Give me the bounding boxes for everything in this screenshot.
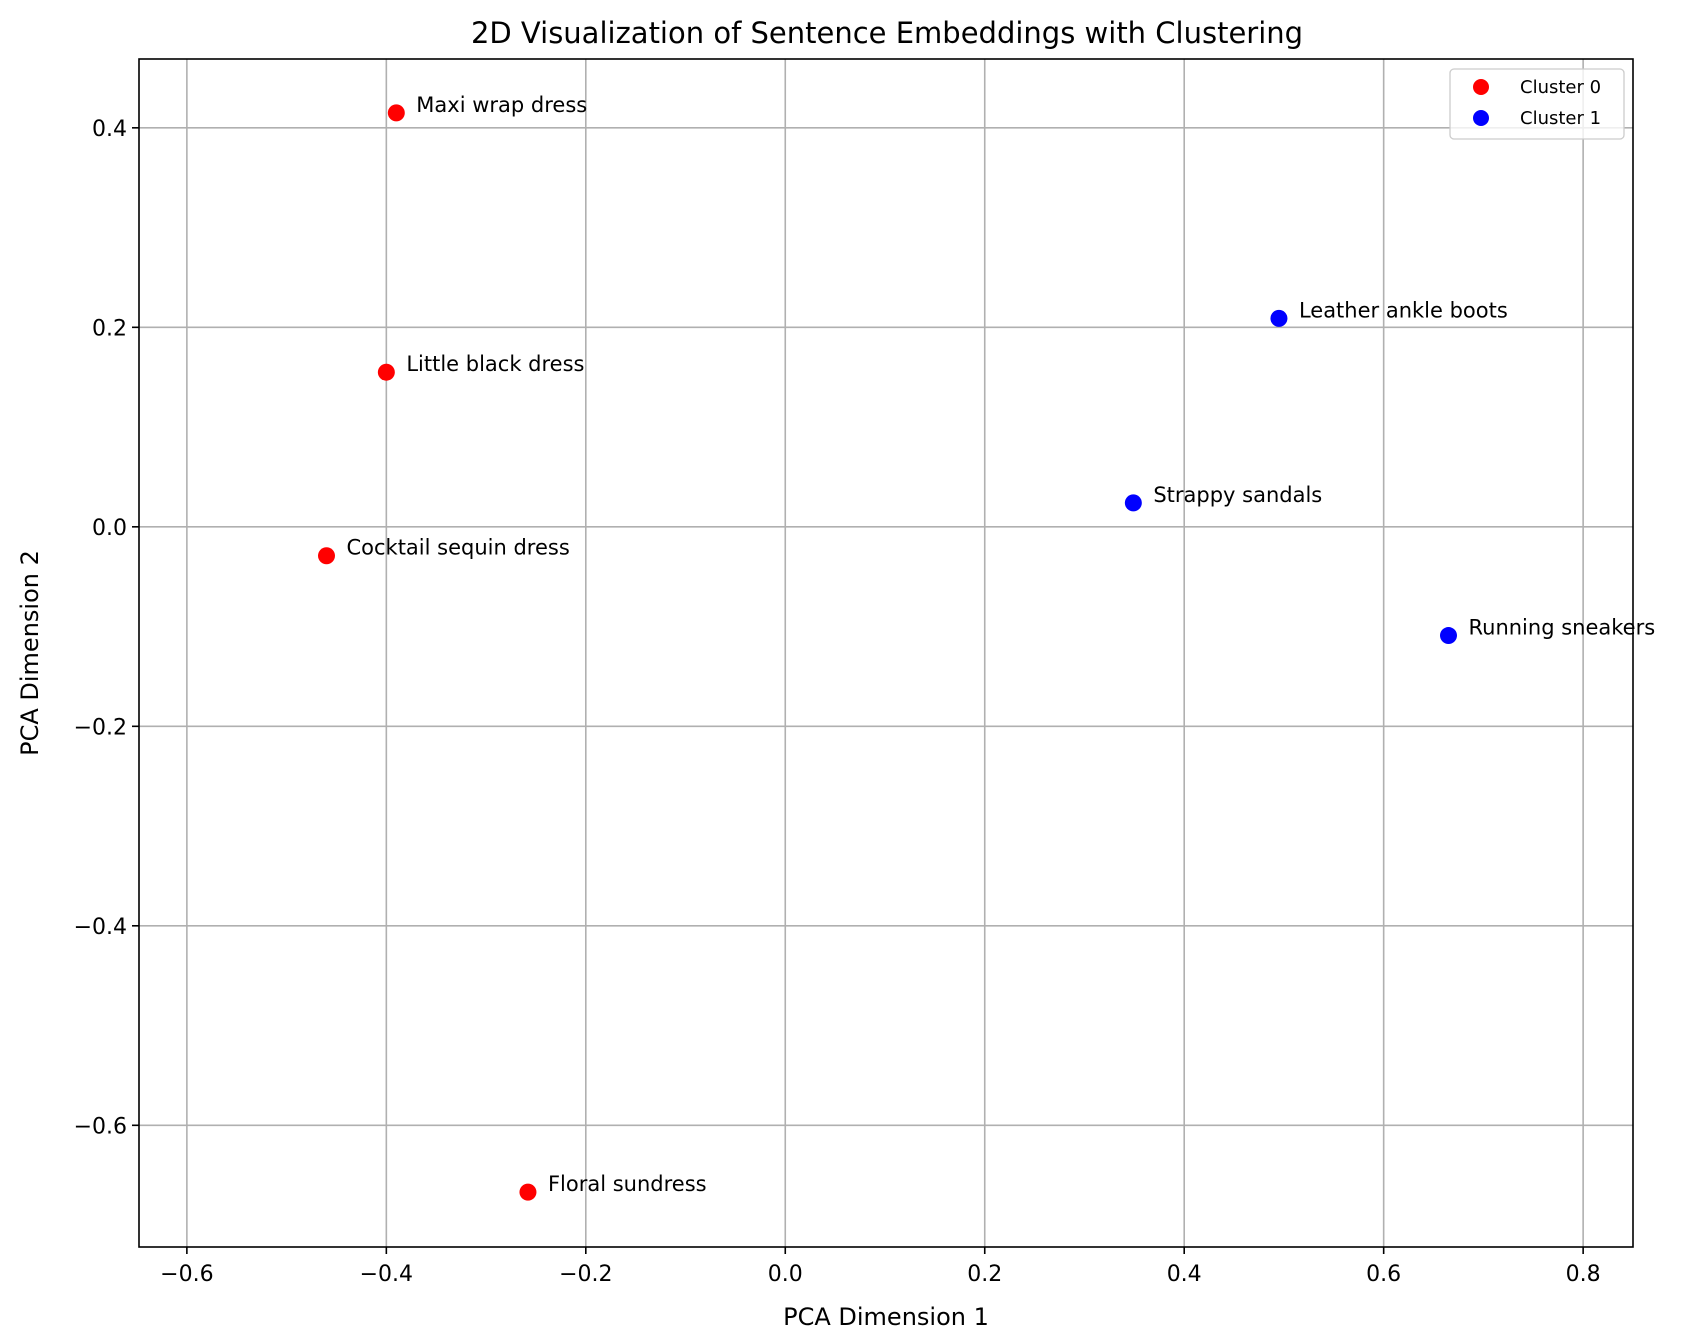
data-point xyxy=(519,1183,537,1201)
data-point xyxy=(377,363,395,381)
chart-title: 2D Visualization of Sentence Embeddings … xyxy=(471,16,1303,50)
point-label: Strappy sandals xyxy=(1153,483,1322,507)
x-tick-label: −0.4 xyxy=(360,1262,413,1287)
data-point xyxy=(1439,627,1457,645)
x-tick-label: −0.6 xyxy=(160,1262,213,1287)
point-label: Cocktail sequin dress xyxy=(346,536,569,560)
y-tick-label: 0.4 xyxy=(92,117,127,142)
grid xyxy=(139,59,1633,1247)
plot-frame xyxy=(138,58,1634,1248)
y-axis-label: PCA Dimension 2 xyxy=(16,550,44,756)
legend-frame xyxy=(1449,68,1625,140)
y-tick-label: −0.6 xyxy=(74,1114,127,1139)
legend: Cluster 0 Cluster 1 xyxy=(1449,68,1625,140)
axis-ticks: −0.6 −0.4 −0.2 0.0 0.2 0.4 0.6 0.8 −0.6 −0.4 −0.2 0… xyxy=(74,117,1601,1287)
x-tick-label: 0.6 xyxy=(1366,1262,1401,1287)
point-label: Leather ankle boots xyxy=(1299,298,1508,322)
y-tick-label: −0.4 xyxy=(74,915,127,940)
data-point xyxy=(387,104,405,122)
legend-marker xyxy=(1473,110,1489,126)
x-axis-label: PCA Dimension 1 xyxy=(783,1303,989,1331)
data-point xyxy=(1270,309,1288,327)
x-tick-label: 0.8 xyxy=(1566,1262,1601,1287)
point-label: Floral sundress xyxy=(548,1172,707,1196)
data-points: Maxi wrap dress Little black dress Cocktai… xyxy=(317,93,1655,1201)
x-tick-label: −0.2 xyxy=(559,1262,612,1287)
x-tick-label: 0.0 xyxy=(768,1262,803,1287)
x-tick-label: 0.2 xyxy=(967,1262,1002,1287)
legend-label: Cluster 1 xyxy=(1520,108,1601,129)
point-label: Running sneakers xyxy=(1468,616,1655,640)
point-label: Little black dress xyxy=(406,352,584,376)
y-tick-label: 0.0 xyxy=(92,516,127,541)
x-tick-label: 0.4 xyxy=(1167,1262,1202,1287)
y-tick-label: 0.2 xyxy=(92,316,127,341)
point-label: Maxi wrap dress xyxy=(416,93,587,117)
legend-label: Cluster 0 xyxy=(1520,77,1601,98)
legend-marker xyxy=(1473,79,1489,95)
data-point xyxy=(1124,494,1142,512)
data-point xyxy=(317,547,335,565)
y-tick-label: −0.2 xyxy=(74,715,127,740)
